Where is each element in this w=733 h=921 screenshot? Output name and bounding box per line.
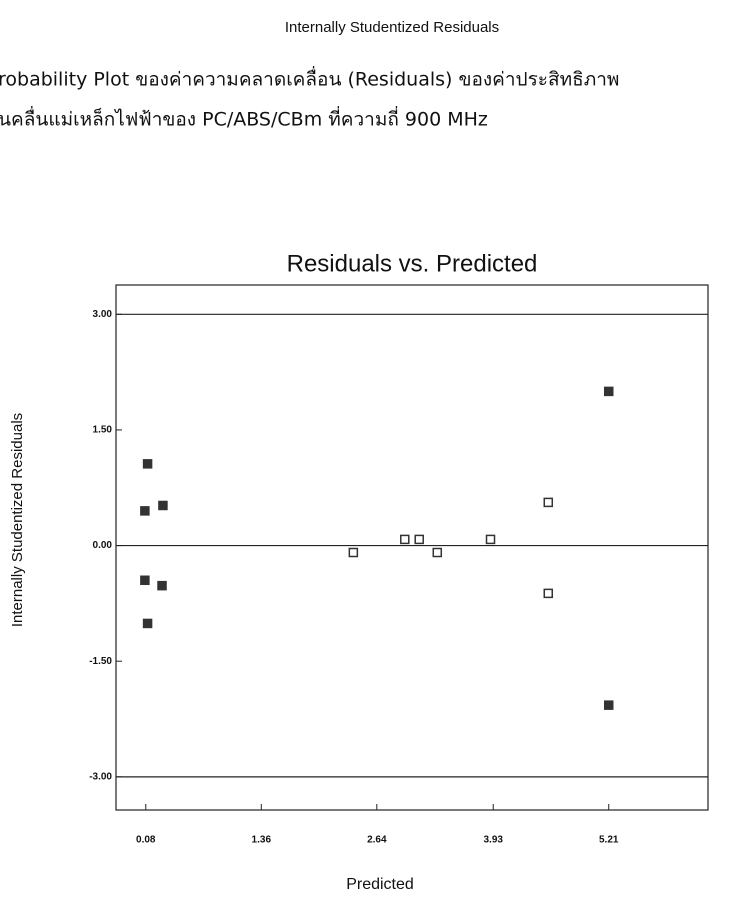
- point: [432, 547, 443, 558]
- point: [158, 500, 168, 511]
- point: [603, 386, 614, 397]
- caption-line: นคลื่นแม่เหล็กไฟฟ้าของ PC/ABS/CBm ที่ควา…: [0, 106, 488, 131]
- y-tick-label: 0.00: [93, 540, 113, 551]
- y-tick-label: 3.00: [93, 309, 113, 320]
- point: [400, 534, 410, 545]
- point: [543, 497, 554, 508]
- point: [140, 575, 150, 586]
- point: [142, 618, 153, 629]
- point: [414, 534, 424, 545]
- x-axis-label: Predicted: [346, 876, 414, 893]
- y-tick-label: -1.50: [89, 656, 112, 667]
- y-tick-label: 1.50: [93, 425, 113, 436]
- point: [142, 459, 153, 469]
- x-tick-label: 5.21: [599, 835, 619, 846]
- point: [140, 506, 150, 516]
- page-title: Internally Studentized Residuals: [285, 19, 499, 36]
- point: [348, 547, 359, 558]
- point: [485, 534, 496, 545]
- point: [157, 580, 167, 591]
- chart-title: Residuals vs. Predicted: [287, 250, 538, 277]
- caption-line: robability Plot ของค่าความคลาดเคลื่อน (R…: [0, 66, 619, 91]
- point: [603, 700, 614, 710]
- plot-frame: [115, 284, 709, 811]
- x-tick-label: 3.93: [483, 835, 503, 846]
- y-tick-label: -3.00: [89, 771, 112, 782]
- x-tick-label: 1.36: [252, 835, 272, 846]
- point: [543, 588, 554, 599]
- x-tick-label: 2.64: [367, 835, 387, 846]
- y-axis-label: Internally Studentized Residuals: [9, 413, 26, 627]
- x-tick-label: 0.08: [136, 835, 156, 846]
